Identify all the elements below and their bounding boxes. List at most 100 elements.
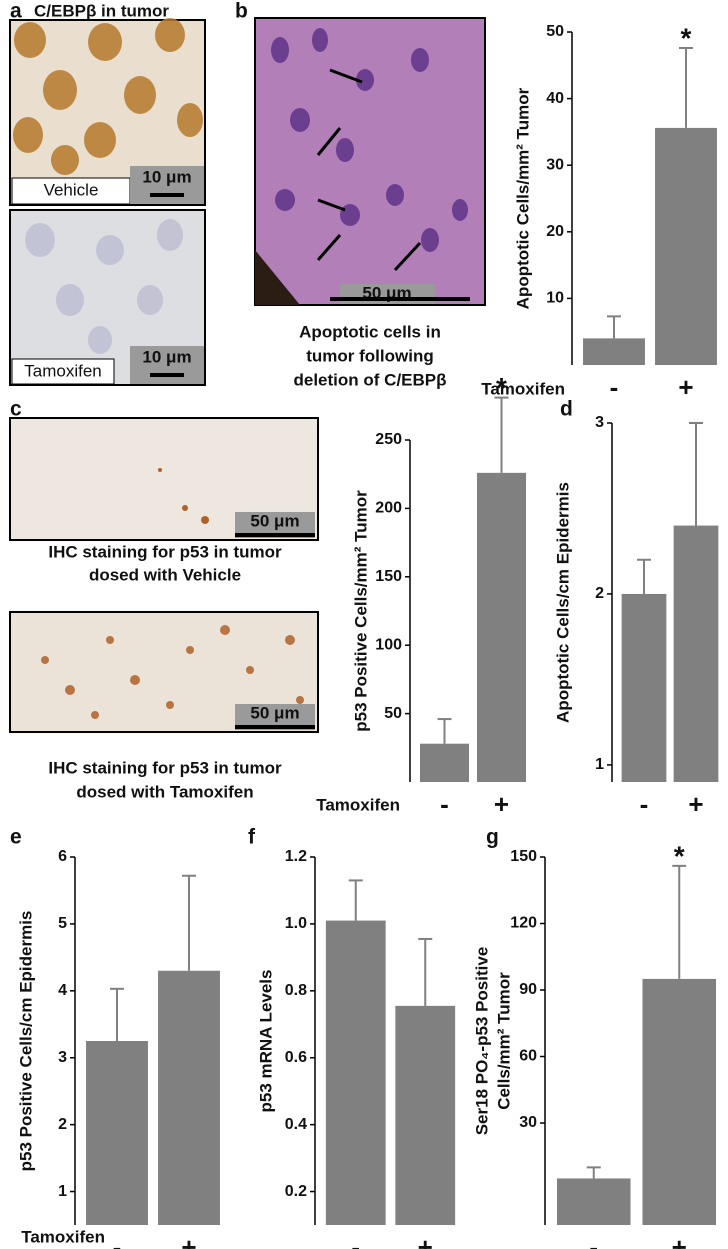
panel-label: a xyxy=(10,0,22,23)
scale-label: 10 μm xyxy=(142,167,191,186)
nuclei xyxy=(25,219,183,354)
y-tick-label: 5 xyxy=(58,915,67,932)
caption: IHC staining for p53 in tumor xyxy=(48,758,282,777)
image-title: C/EBPβ in tumor xyxy=(34,1,169,20)
x-tick-label: - xyxy=(640,789,649,819)
y-axis-label: p53 Positive Cells/mm² Tumor xyxy=(351,490,370,732)
x-tick-label: - xyxy=(351,1232,360,1249)
y-tick-label: 50 xyxy=(546,23,564,40)
panel-label: g xyxy=(486,826,499,849)
caption: dosed with Vehicle xyxy=(89,565,241,584)
x-axis-label: Tamoxifen xyxy=(316,795,400,814)
bar xyxy=(86,1041,148,1225)
y-tick-label: 1.0 xyxy=(285,915,307,932)
y-tick-label: 30 xyxy=(519,1114,537,1131)
panel-label: b xyxy=(235,0,248,23)
y-tick-label: 200 xyxy=(375,500,402,517)
y-tick-label: 50 xyxy=(384,705,402,722)
y-axis-label: Apoptotic Cells/mm² Tumor xyxy=(513,87,532,309)
y-tick-label: 90 xyxy=(519,981,537,998)
stained-nuclei xyxy=(13,18,203,175)
bar xyxy=(158,970,220,1225)
y-tick-label: 3 xyxy=(58,1049,67,1066)
significance-mark: * xyxy=(681,22,692,53)
y-tick-label: 2 xyxy=(58,1116,67,1133)
x-axis-label: Tamoxifen xyxy=(481,379,565,398)
image-label: Tamoxifen xyxy=(24,361,101,380)
y-tick-label: 30 xyxy=(546,156,564,173)
bar xyxy=(673,525,719,782)
caption: dosed with Tamoxifen xyxy=(76,782,253,801)
y-tick-label: 60 xyxy=(519,1048,537,1065)
y-tick-label: 0.2 xyxy=(285,1183,307,1200)
x-tick-label: - xyxy=(440,789,449,819)
y-tick-label: 0.4 xyxy=(285,1116,307,1133)
caption: Apoptotic cells in xyxy=(299,322,441,341)
x-tick-label: + xyxy=(678,372,693,402)
y-axis-label: Apoptotic Cells/cm Epidermis xyxy=(553,482,572,723)
bar xyxy=(655,127,717,366)
y-tick-label: 1.2 xyxy=(285,848,307,865)
stained-nuclei xyxy=(158,468,209,524)
scale-label: 50 μm xyxy=(250,511,299,530)
stained-nuclei xyxy=(41,625,304,719)
x-tick-label: - xyxy=(610,372,619,402)
y-tick-label: 1 xyxy=(58,1183,67,1200)
x-axis-label: Tamoxifen xyxy=(21,1227,105,1246)
y-tick-label: 6 xyxy=(58,848,67,865)
scale-label: 10 μm xyxy=(142,347,191,366)
y-tick-label: 0.6 xyxy=(285,1049,307,1066)
bar xyxy=(395,1005,456,1225)
image-label: Vehicle xyxy=(44,180,99,199)
scale-bar xyxy=(330,297,470,301)
y-tick-label: 4 xyxy=(58,982,67,999)
y-tick-label: 250 xyxy=(375,431,402,448)
micrograph xyxy=(254,17,486,306)
scale-box xyxy=(130,166,204,204)
x-tick-label: - xyxy=(589,1232,598,1249)
y-axis-label: p53 Positive Cells/cm Epidermis xyxy=(16,911,35,1172)
bar xyxy=(642,978,717,1225)
x-tick-label: + xyxy=(672,1232,687,1249)
y-tick-label: 1 xyxy=(595,756,604,773)
panel-label: d xyxy=(560,398,573,421)
scale-box xyxy=(130,346,204,384)
panel-label: e xyxy=(10,826,22,849)
y-axis-label: Cells/mm² Tumor xyxy=(494,972,513,1110)
caption: tumor following xyxy=(306,346,433,365)
x-tick-label: + xyxy=(181,1232,196,1249)
scale-bar xyxy=(235,725,315,729)
panel-label: f xyxy=(248,826,256,849)
bar xyxy=(419,743,470,782)
y-tick-label: 3 xyxy=(595,414,604,431)
bar xyxy=(325,920,386,1225)
caption: deletion of C/EBPβ xyxy=(294,370,447,389)
y-tick-label: 150 xyxy=(375,568,402,585)
y-axis-label: Ser18 PO₄-p53 Positive xyxy=(472,947,491,1136)
scale-bar xyxy=(150,193,184,197)
arrows xyxy=(316,68,422,272)
scale-bar xyxy=(235,533,315,537)
label-box xyxy=(11,358,115,385)
y-tick-label: 0.8 xyxy=(285,982,307,999)
x-tick-label: + xyxy=(418,1232,433,1249)
bar xyxy=(583,338,645,365)
significance-mark: * xyxy=(496,372,507,403)
y-tick-label: 120 xyxy=(510,915,537,932)
scale-label: 50 μm xyxy=(250,703,299,722)
caption: IHC staining for p53 in tumor xyxy=(48,542,282,561)
x-tick-label: + xyxy=(688,789,703,819)
y-tick-label: 150 xyxy=(510,848,537,865)
x-tick-label: - xyxy=(113,1232,122,1249)
bar xyxy=(556,1178,631,1225)
y-axis-label: p53 mRNA Levels xyxy=(256,970,275,1113)
y-tick-label: 40 xyxy=(546,90,564,107)
bar xyxy=(621,593,667,782)
y-tick-label: 20 xyxy=(546,223,564,240)
bar xyxy=(476,472,527,782)
y-tick-label: 100 xyxy=(375,636,402,653)
scale-bar xyxy=(150,373,184,377)
tissue-edge xyxy=(255,250,300,305)
x-tick-label: + xyxy=(494,789,509,819)
